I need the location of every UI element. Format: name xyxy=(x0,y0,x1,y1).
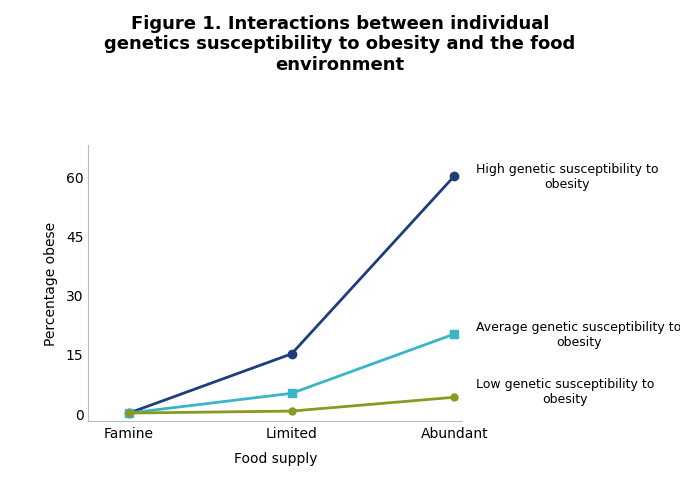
Text: Figure 1. Interactions between individual
genetics susceptibility to obesity and: Figure 1. Interactions between individua… xyxy=(104,15,576,74)
Y-axis label: Percentage obese: Percentage obese xyxy=(44,221,58,345)
Text: Average genetic susceptibility to
obesity: Average genetic susceptibility to obesit… xyxy=(476,320,680,348)
Text: Low genetic susceptibility to
obesity: Low genetic susceptibility to obesity xyxy=(476,378,654,406)
X-axis label: Food supply: Food supply xyxy=(234,451,317,465)
Text: High genetic susceptibility to
obesity: High genetic susceptibility to obesity xyxy=(476,163,658,191)
